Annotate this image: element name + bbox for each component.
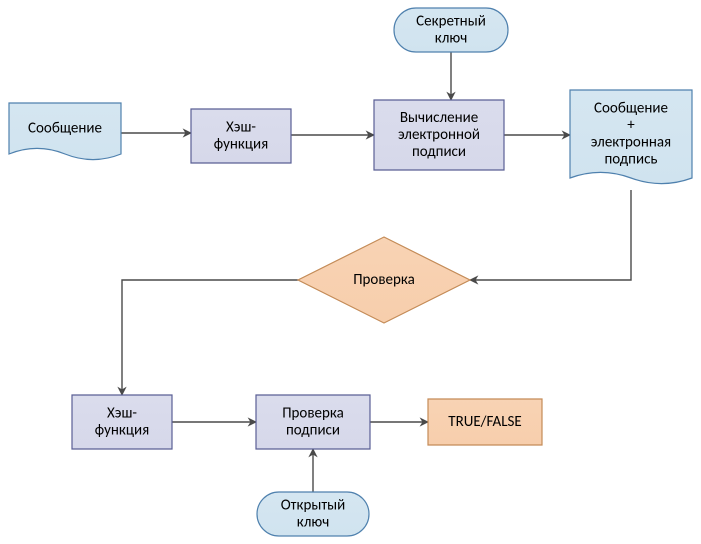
- edge-5: [122, 280, 298, 395]
- message-label: Сообщение: [28, 120, 102, 138]
- check-label: Проверка: [353, 271, 415, 289]
- result-label: TRUE/FALSE: [448, 413, 521, 431]
- verify-label: Проверкаподписи: [282, 405, 344, 440]
- edge-4: [470, 190, 631, 280]
- nodes-layer: СообщениеХэш-функцияСекретныйключВычисле…: [9, 8, 692, 536]
